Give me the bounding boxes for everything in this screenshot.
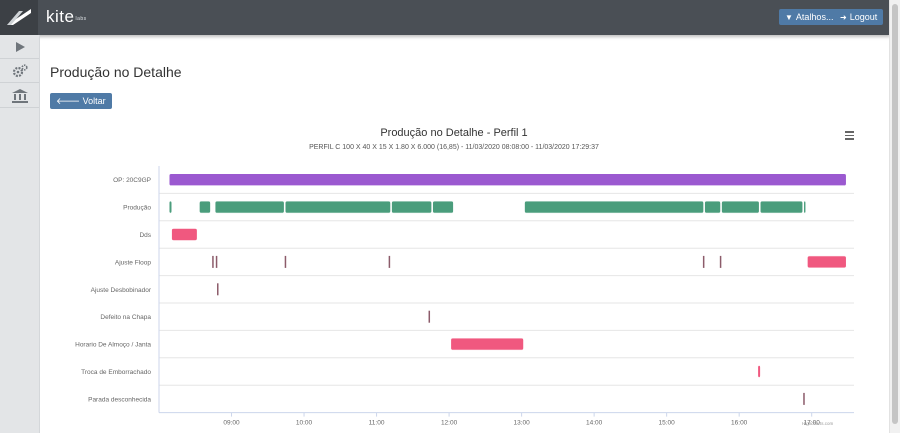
- top-navbar: kitelabs ▼ Atalhos... ➜ Logout: [0, 0, 890, 35]
- menu-logo-icon[interactable]: [0, 0, 38, 35]
- event-marker: [212, 255, 214, 268]
- category-label: Dds: [139, 232, 151, 239]
- page-title: Produção no Detalhe: [50, 64, 182, 80]
- timeline-bar: [199, 200, 211, 214]
- brand-logo[interactable]: kitelabs: [46, 7, 87, 26]
- category-label: Ajuste Floop: [115, 259, 152, 266]
- event-marker: [428, 310, 431, 323]
- x-tick-label: 13:00: [513, 420, 530, 427]
- timeline-bar: [214, 200, 285, 214]
- sidebar-item-play[interactable]: [0, 36, 39, 59]
- category-label: Horario De Almoço / Janta: [75, 342, 151, 349]
- timeline-bar: [168, 173, 847, 187]
- sidebar: [0, 35, 40, 433]
- scrollbar-thumb[interactable]: [892, 4, 898, 424]
- timeline-bar: [284, 200, 391, 214]
- logout-icon: ➜: [840, 13, 847, 22]
- timeline-bar: [450, 337, 524, 351]
- category-label: Ajuste Desbobinador: [91, 287, 152, 294]
- event-marker: [388, 255, 391, 268]
- event-marker: [215, 255, 218, 268]
- timeline-bar: [721, 200, 760, 214]
- timeline-bar: [759, 200, 804, 214]
- timeline-bar: [168, 200, 173, 214]
- event-marker: [803, 392, 805, 405]
- x-tick-label: 09:00: [223, 420, 240, 427]
- timeline-bar: [803, 200, 807, 214]
- event-marker: [702, 255, 705, 268]
- category-label: Troca de Emborrachado: [81, 369, 151, 376]
- back-button[interactable]: 🡐 Voltar: [50, 93, 112, 109]
- page-scrollbar[interactable]: [889, 0, 900, 433]
- category-label: Parada desconhecida: [88, 396, 151, 403]
- chart-title: Produção no Detalhe - Perfil 1: [380, 127, 528, 139]
- chart-plot: OP: 20C9GP Produção Dds Ajuste Floop Ajuste …: [75, 166, 854, 427]
- event-marker: [284, 255, 287, 268]
- x-tick-label: 12:00: [441, 420, 458, 427]
- sidebar-item-bank[interactable]: [0, 85, 39, 108]
- category-label: OP: 20C9GP: [113, 177, 151, 184]
- timeline-bar: [432, 200, 454, 214]
- arrow-left-icon: 🡐: [56, 96, 81, 106]
- gears-icon: [12, 64, 28, 78]
- chart-credit[interactable]: Highcharts.com: [802, 421, 834, 426]
- timeline-bar: [757, 365, 761, 378]
- timeline-bar: [391, 200, 432, 214]
- category-label: Produção: [123, 205, 151, 212]
- sidebar-item-settings[interactable]: [0, 60, 39, 83]
- bank-icon: [11, 89, 28, 103]
- timeline-bar: [524, 200, 704, 214]
- caret-down-icon: ▼: [785, 13, 793, 22]
- x-tick-label: 11:00: [369, 420, 385, 427]
- x-tick-label: 17:00: [804, 420, 821, 427]
- x-tick-label: 16:00: [731, 420, 748, 427]
- timeline-bar: [704, 200, 721, 214]
- x-tick-label: 14:00: [586, 420, 603, 427]
- x-tick-label: 10:00: [296, 420, 313, 427]
- category-label: Defeito na Chapa: [100, 314, 151, 321]
- production-chart: Produção no Detalhe - Perfil 1 PERFIL C …: [44, 122, 864, 433]
- event-marker: [217, 283, 219, 296]
- chart-menu-icon[interactable]: [845, 131, 854, 142]
- timeline-bar: [807, 255, 847, 269]
- shortcuts-button[interactable]: ▼ Atalhos...: [779, 9, 840, 25]
- chart-subtitle: PERFIL C 100 X 40 X 15 X 1.80 X 6.000 (1…: [309, 144, 599, 151]
- play-icon: [15, 42, 25, 52]
- x-tick-label: 15:00: [659, 420, 676, 427]
- logout-button[interactable]: ➜ Logout: [834, 9, 884, 25]
- timeline-bar: [171, 228, 198, 241]
- event-marker: [719, 255, 722, 268]
